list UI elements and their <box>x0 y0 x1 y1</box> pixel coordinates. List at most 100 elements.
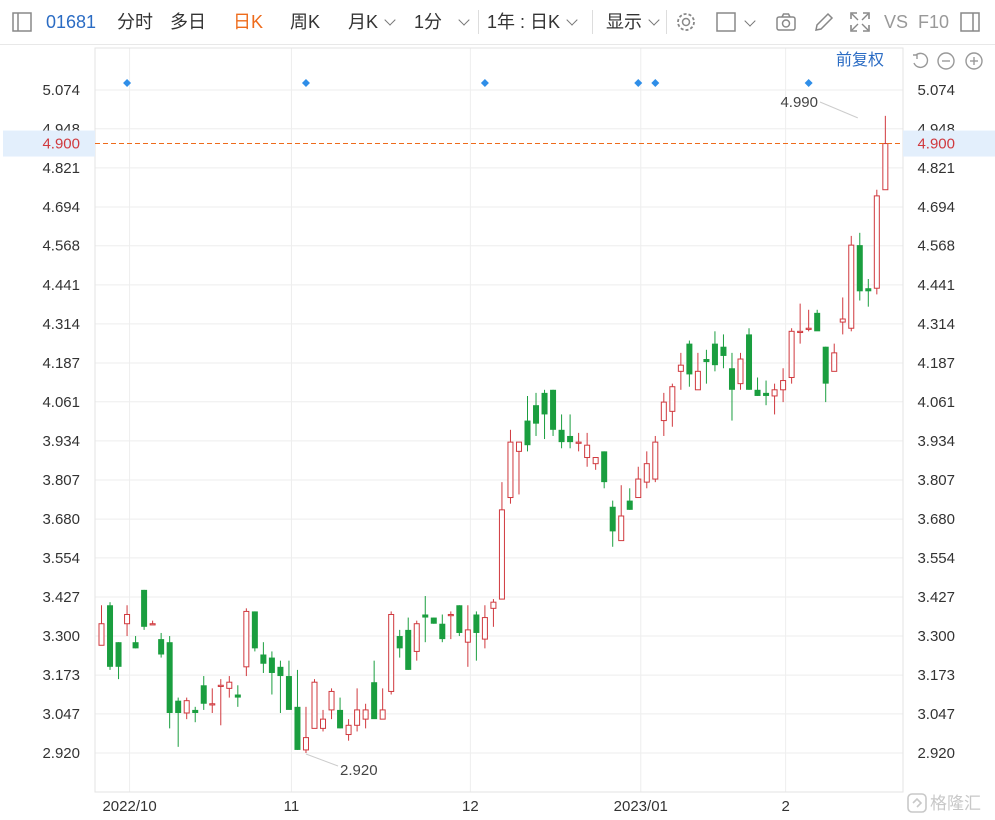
candle-body <box>839 318 846 323</box>
candle <box>243 608 250 677</box>
candle-body <box>550 389 557 430</box>
divider <box>592 10 593 34</box>
chevron-down-icon <box>566 14 578 26</box>
candle <box>277 660 284 713</box>
candle-body <box>856 245 863 292</box>
candle <box>728 352 735 421</box>
candle <box>268 651 275 695</box>
stock-code[interactable]: 01681 <box>46 12 97 32</box>
candle <box>780 368 787 403</box>
panel-icon[interactable] <box>10 10 34 34</box>
tab-minute[interactable]: 1分 <box>414 0 470 44</box>
candle-body <box>635 478 642 499</box>
candle <box>711 331 718 372</box>
chart-grid <box>95 48 903 792</box>
candlestick-chart[interactable]: 5.0744.9484.8214.6944.5684.4414.3144.187… <box>0 44 995 820</box>
max-value-label: 4.990 <box>780 94 818 111</box>
chevron-down-icon[interactable] <box>744 15 756 27</box>
candle-body <box>592 457 599 465</box>
y-tick-label-left: 3.047 <box>42 706 80 723</box>
candles <box>98 115 889 753</box>
candle <box>643 451 650 489</box>
square-icon[interactable] <box>714 10 738 34</box>
candle-body <box>226 681 233 689</box>
candle-body <box>285 676 292 710</box>
vs-button[interactable]: VS <box>884 12 909 32</box>
candle-body <box>251 611 258 649</box>
tab-multi-day[interactable]: 多日 <box>170 12 206 32</box>
f10-button[interactable]: F10 <box>918 12 950 32</box>
candle-body <box>217 684 224 687</box>
x-tick-label: 11 <box>284 798 300 815</box>
candle <box>124 605 131 637</box>
tab-weekly-k[interactable]: 周K <box>290 12 321 32</box>
tab-monthly-k[interactable]: 月K <box>348 0 396 44</box>
candle-body <box>584 444 591 459</box>
candle <box>149 620 156 626</box>
y-tick-label-left: 3.554 <box>42 550 80 567</box>
tab-intraday[interactable]: 分时 <box>117 12 153 32</box>
candle <box>354 688 361 732</box>
pencil-icon[interactable] <box>812 10 836 34</box>
zoom-out-icon[interactable] <box>936 51 956 71</box>
min-leader <box>305 753 339 767</box>
y-tick-label-left: 4.694 <box>42 199 80 216</box>
candle <box>132 636 139 649</box>
candle-body <box>720 346 727 356</box>
undo-icon[interactable] <box>910 51 930 71</box>
camera-icon[interactable] <box>774 10 798 34</box>
candle <box>209 688 216 713</box>
y-tick-label-right: 3.047 <box>917 706 955 723</box>
candle <box>533 392 540 436</box>
plot-border <box>94 47 904 793</box>
candle-body <box>200 685 207 704</box>
y-tick-label-left: 3.934 <box>42 433 80 450</box>
tab-daily-k[interactable]: 日K <box>233 12 264 32</box>
candle <box>805 309 812 332</box>
y-tick-label-left: 2.920 <box>42 745 80 762</box>
candle-body <box>311 681 318 729</box>
candle-body <box>422 614 429 618</box>
candle-body <box>243 610 250 668</box>
zoom-in-icon[interactable] <box>964 51 984 71</box>
gear-icon[interactable] <box>674 10 698 34</box>
candle <box>337 697 344 729</box>
y-tick-label-right: 3.173 <box>917 667 955 684</box>
candle-body <box>98 623 105 646</box>
candle-body <box>643 463 650 483</box>
candle <box>302 706 309 753</box>
candle <box>686 340 693 387</box>
candle-body <box>515 441 522 452</box>
candle-body <box>396 636 403 649</box>
candle-body <box>260 654 267 664</box>
candle-body <box>337 709 344 729</box>
y-tick-label-left: 4.568 <box>42 238 80 255</box>
adjust-mode-label[interactable]: 前复权 <box>836 52 885 69</box>
candle <box>311 679 318 729</box>
candle <box>652 435 659 483</box>
candle <box>797 303 804 344</box>
candle <box>677 352 684 390</box>
candle-body <box>183 700 190 714</box>
candle-body <box>780 380 787 391</box>
chart-frame <box>94 47 904 793</box>
candle-body <box>660 401 667 422</box>
candle <box>422 596 429 643</box>
fullscreen-icon[interactable] <box>848 10 872 34</box>
candle <box>515 441 522 495</box>
candle-body <box>481 617 488 640</box>
candle-body <box>149 623 156 626</box>
y-tick-label-left: 4.441 <box>42 277 80 294</box>
divider <box>478 10 479 34</box>
y-tick-label-right: 2.920 <box>917 745 955 762</box>
sidebar-icon[interactable] <box>958 10 982 34</box>
display-menu[interactable]: 显示 <box>606 0 660 44</box>
candle-body <box>567 435 574 443</box>
candle <box>720 334 727 369</box>
candle-body <box>498 509 505 600</box>
candle-body <box>294 706 301 750</box>
candle <box>166 636 173 729</box>
reference-line: 4.900 4.900 <box>3 130 995 157</box>
range-select[interactable]: 1年 : 日K <box>487 0 578 44</box>
tab-monthly-k-label: 月K <box>348 12 379 32</box>
